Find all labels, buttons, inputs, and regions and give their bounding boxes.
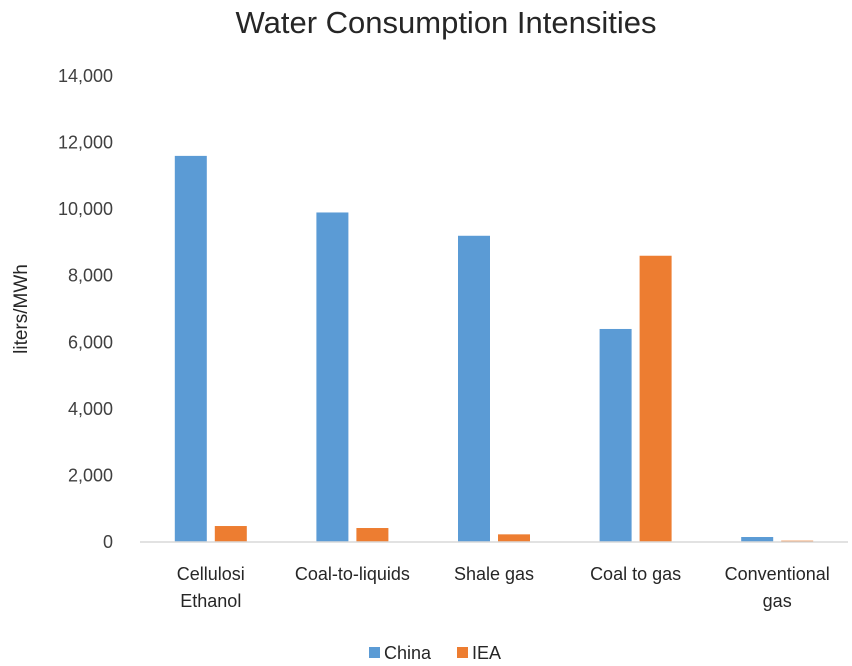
- y-tick-label: 2,000: [68, 465, 113, 485]
- bar-china: [741, 537, 774, 542]
- legend-swatch-china: [369, 647, 380, 658]
- x-category-label: Coal to gas: [590, 564, 681, 584]
- bar-china: [599, 328, 632, 542]
- y-tick-label: 6,000: [68, 332, 113, 352]
- bar-iea: [356, 528, 389, 542]
- x-category-label: Conventional gas: [725, 564, 830, 611]
- legend-label-iea: IEA: [472, 643, 501, 663]
- y-axis-label: liters/MWh: [11, 264, 32, 354]
- bar-iea: [639, 255, 672, 542]
- y-tick-label: 12,000: [58, 133, 113, 153]
- legend: China IEA: [369, 643, 501, 663]
- y-tick-label: 4,000: [68, 399, 113, 419]
- bar-china: [458, 235, 490, 542]
- x-category-label: Coal-to-liquids: [295, 564, 410, 584]
- bar-china: [316, 212, 349, 542]
- bars: [174, 155, 814, 542]
- chart-title: Water Consumption Intensities: [236, 5, 657, 40]
- y-tick-label: 10,000: [58, 199, 113, 219]
- x-category-label: Shale gas: [454, 564, 534, 584]
- x-category-label: Cellulosi Ethanol: [177, 564, 245, 611]
- x-axis-categories: Cellulosi Ethanol Coal-to-liquids Shale gas…: [177, 564, 830, 611]
- bar-china: [174, 155, 207, 542]
- legend-swatch-iea: [457, 647, 468, 658]
- bar-iea: [498, 534, 530, 542]
- legend-label-china: China: [384, 643, 432, 663]
- y-axis-ticks: 0 2,000 4,000 6,000 8,000 10,000 12,000 14,000: [58, 66, 113, 552]
- bar-iea: [214, 526, 247, 542]
- y-tick-label: 14,000: [58, 66, 113, 86]
- y-tick-label: 8,000: [68, 266, 113, 286]
- y-tick-label: 0: [103, 532, 113, 552]
